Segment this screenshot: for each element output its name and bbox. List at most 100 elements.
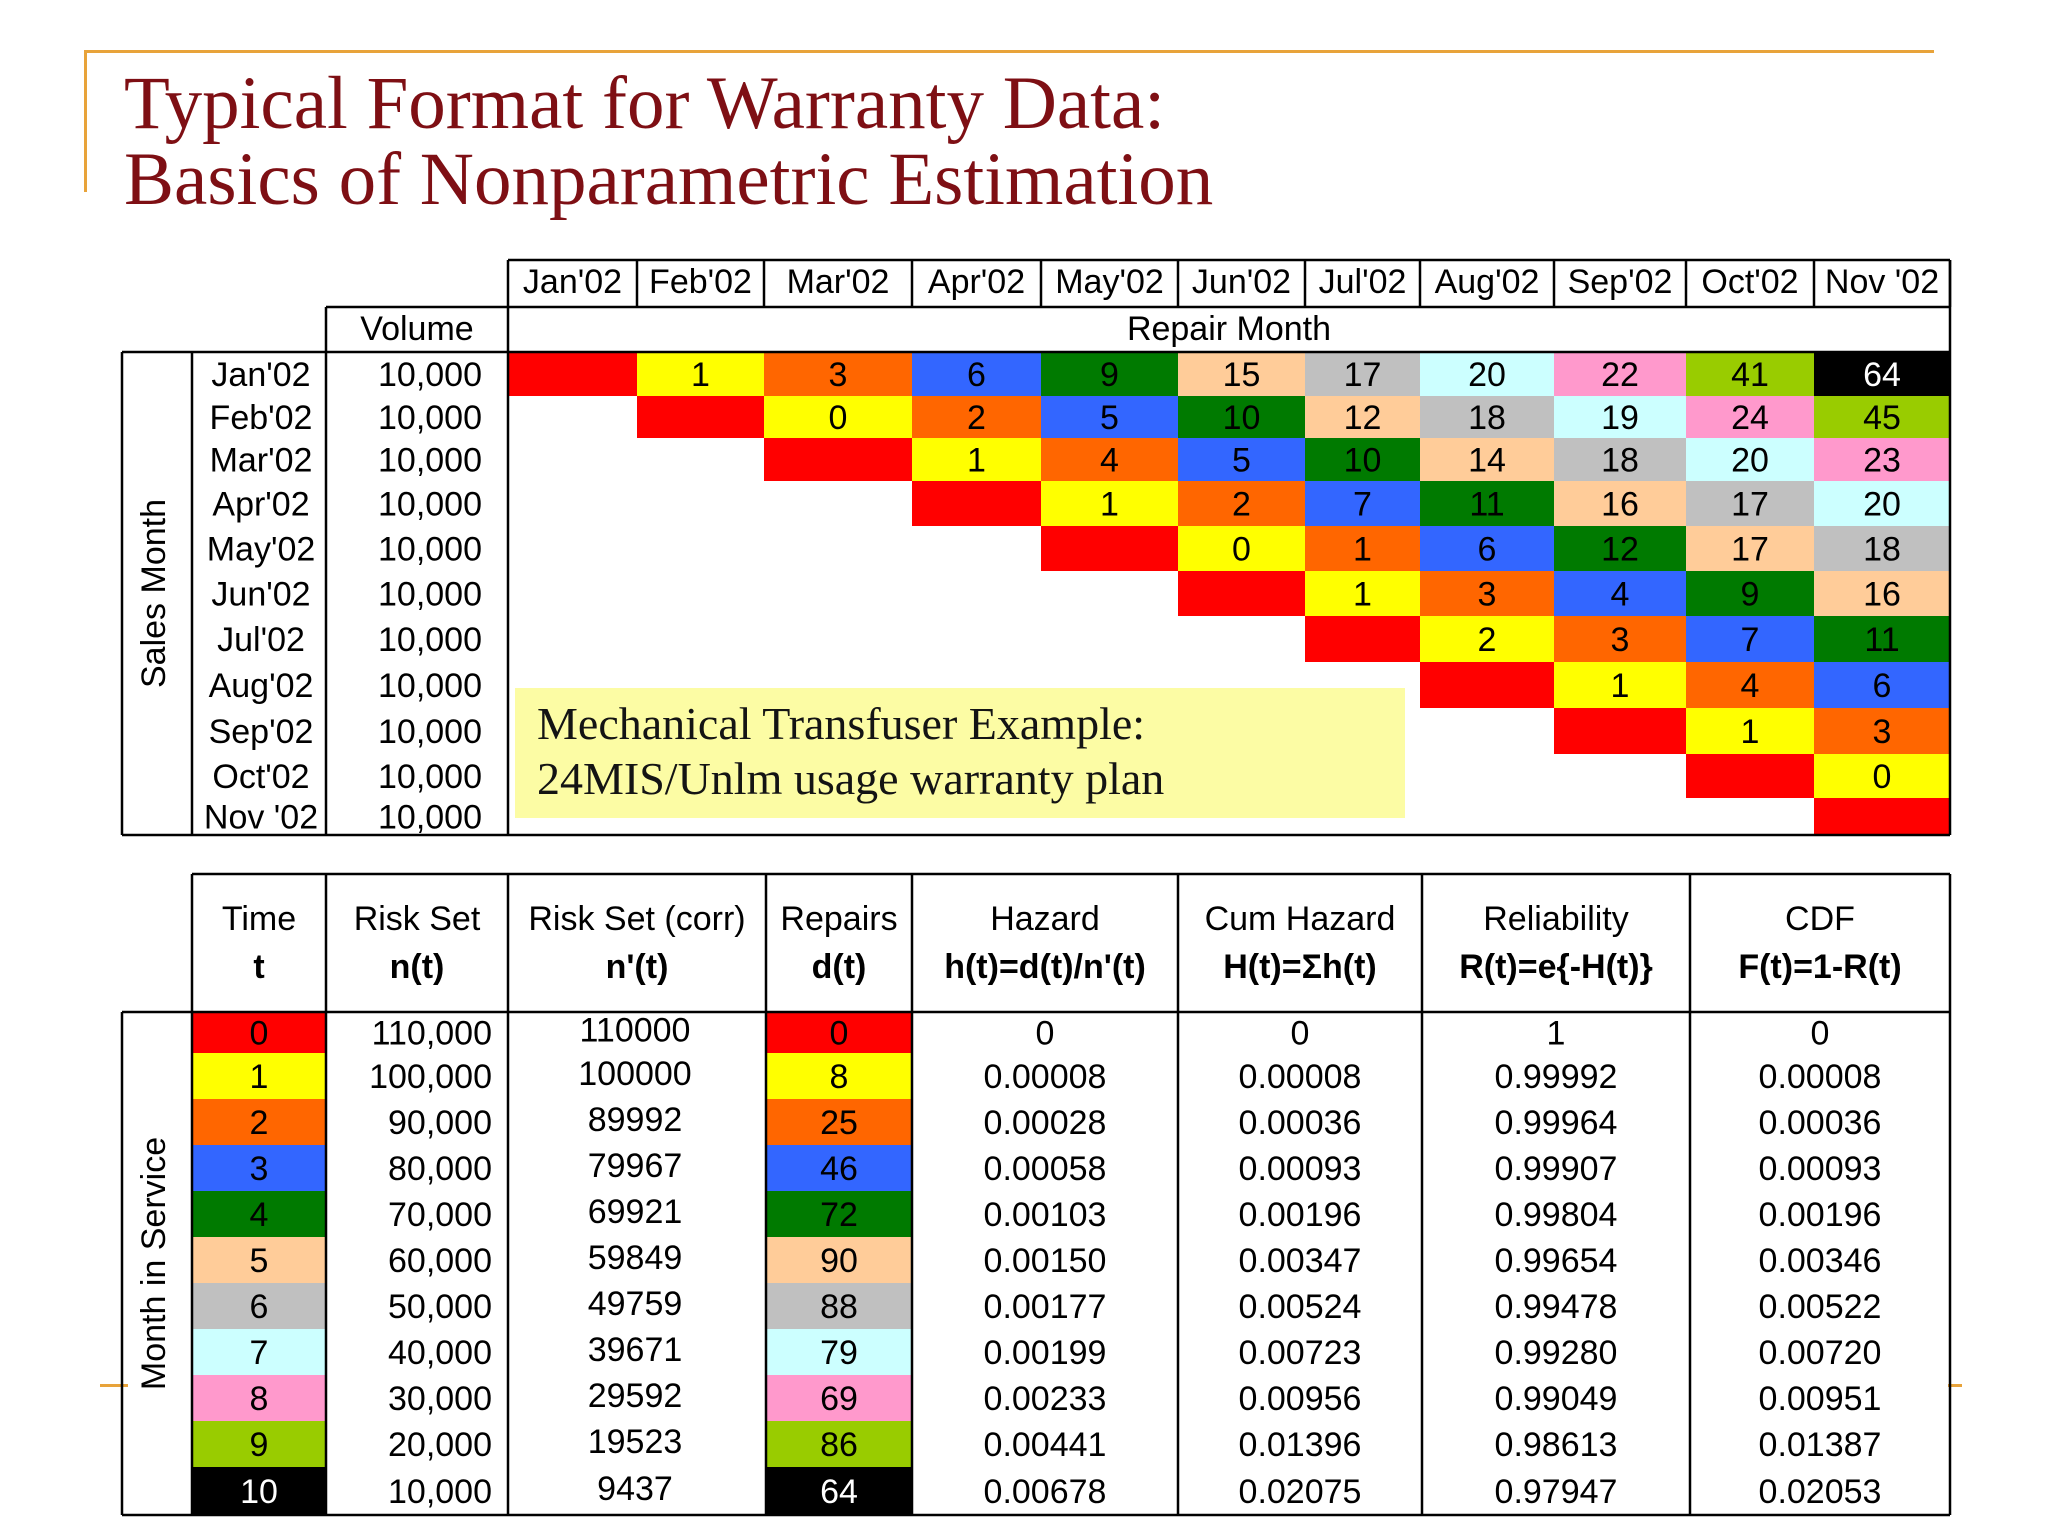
accent-line-left	[84, 50, 87, 192]
repair-count: 2	[967, 399, 986, 437]
repair-cell	[1305, 396, 1420, 438]
repair-cell	[1554, 396, 1686, 438]
repair-cell	[1686, 396, 1814, 438]
repair-cell	[1686, 526, 1814, 571]
repair-count: 10	[1344, 442, 1382, 480]
time-cell	[192, 1375, 326, 1421]
time-cell	[192, 1053, 326, 1099]
repairs-cell	[766, 1283, 912, 1329]
repair-cell	[1814, 662, 1950, 708]
risk-set-corr-value: 49759	[588, 1285, 683, 1323]
repair-cell	[1686, 754, 1814, 798]
repair-count: 22	[1601, 356, 1639, 394]
repair-count: 19	[1601, 399, 1639, 437]
volume-value: 10,000	[378, 442, 482, 480]
volume-value: 10,000	[378, 758, 482, 796]
sales-month-label: Jan'02	[211, 356, 310, 394]
risk-set-value: 30,000	[388, 1380, 492, 1418]
cum-hazard-value: 0.00347	[1239, 1242, 1362, 1280]
repair-count: 6	[1873, 667, 1892, 705]
repair-cell	[1178, 526, 1305, 571]
repair-count: 9	[1741, 576, 1760, 614]
note-line-1: Mechanical Transfuser Example:	[537, 698, 1146, 749]
sales-month-label: Sep'02	[209, 713, 314, 751]
repair-cell	[1305, 571, 1420, 616]
column-header-title: Time	[222, 900, 296, 938]
repair-count: 12	[1601, 531, 1639, 569]
repair-cell	[508, 352, 637, 396]
repair-cell	[1814, 754, 1950, 798]
sales-month-axis-label: Sales Month	[135, 499, 173, 688]
sales-month-label: Oct'02	[212, 758, 309, 796]
repair-count: 3	[1873, 713, 1892, 751]
cdf-value: 0.00093	[1759, 1150, 1882, 1188]
risk-set-corr-value: 79967	[588, 1147, 683, 1185]
repair-cell	[1814, 438, 1950, 481]
reliability-value: 0.99049	[1495, 1380, 1618, 1418]
repair-cell	[1041, 526, 1178, 571]
time-cell	[192, 1237, 326, 1283]
repair-cell	[1420, 571, 1554, 616]
repair-cell	[1814, 352, 1950, 396]
repair-month-header: Mar'02	[787, 263, 890, 301]
repair-cell	[1554, 438, 1686, 481]
volume-value: 10,000	[378, 799, 482, 837]
reliability-value: 0.97947	[1495, 1473, 1618, 1511]
cum-hazard-value: 0.00956	[1239, 1380, 1362, 1418]
repair-cell	[1420, 616, 1554, 662]
repair-cell	[1686, 571, 1814, 616]
repair-cell	[1305, 616, 1420, 662]
repair-cell	[1041, 481, 1178, 526]
column-header-title: Cum Hazard	[1205, 900, 1396, 938]
repairs-value: 0	[830, 1015, 849, 1053]
risk-set-value: 50,000	[388, 1288, 492, 1326]
repair-cell	[1178, 438, 1305, 481]
reliability-value: 1	[1547, 1015, 1566, 1053]
repair-cell	[1686, 662, 1814, 708]
repair-month-header: Sep'02	[1568, 263, 1673, 301]
repair-cell	[1178, 396, 1305, 438]
repair-cell	[1686, 481, 1814, 526]
reliability-value: 0.98613	[1495, 1426, 1618, 1464]
hazard-value: 0.00678	[984, 1473, 1107, 1511]
repairs-value: 86	[820, 1426, 858, 1464]
repair-cell	[1814, 616, 1950, 662]
repair-count: 3	[1611, 621, 1630, 659]
cum-hazard-value: 0	[1291, 1015, 1310, 1053]
cdf-value: 0.00951	[1759, 1380, 1882, 1418]
risk-set-corr-value: 69921	[588, 1193, 683, 1231]
repairs-value: 8	[830, 1058, 849, 1096]
column-header-title: Reliability	[1483, 900, 1629, 938]
repairs-cell	[766, 1467, 912, 1515]
repair-count: 15	[1223, 356, 1261, 394]
reliability-value: 0.99992	[1495, 1058, 1618, 1096]
repairs-value: 90	[820, 1242, 858, 1280]
repairs-cell	[766, 1191, 912, 1237]
cdf-value: 0	[1811, 1015, 1830, 1053]
repair-cell	[1420, 396, 1554, 438]
repair-cell	[1305, 481, 1420, 526]
repair-cell	[1554, 352, 1686, 396]
repair-cell	[912, 438, 1041, 481]
volume-value: 10,000	[378, 486, 482, 524]
time-cell	[192, 1191, 326, 1237]
repair-count: 0	[1232, 531, 1251, 569]
repair-count: 3	[829, 356, 848, 394]
hazard-value: 0.00058	[984, 1150, 1107, 1188]
repair-month-title: Repair Month	[1127, 310, 1331, 348]
volume-value: 10,000	[378, 667, 482, 705]
repair-cell	[1041, 352, 1178, 396]
hazard-value: 0	[1036, 1015, 1055, 1053]
repair-cell	[1814, 571, 1950, 616]
column-header-formula: t	[253, 948, 264, 986]
repair-count: 4	[1741, 667, 1760, 705]
repair-count: 6	[1478, 531, 1497, 569]
repair-count: 11	[1864, 621, 1899, 659]
repair-count: 17	[1731, 486, 1769, 524]
repair-cell	[912, 481, 1041, 526]
repairs-value: 25	[820, 1104, 858, 1142]
repair-count: 20	[1863, 486, 1901, 524]
repair-count: 5	[1232, 442, 1251, 480]
repairs-value: 88	[820, 1288, 858, 1326]
sales-month-label: Jul'02	[217, 621, 305, 659]
